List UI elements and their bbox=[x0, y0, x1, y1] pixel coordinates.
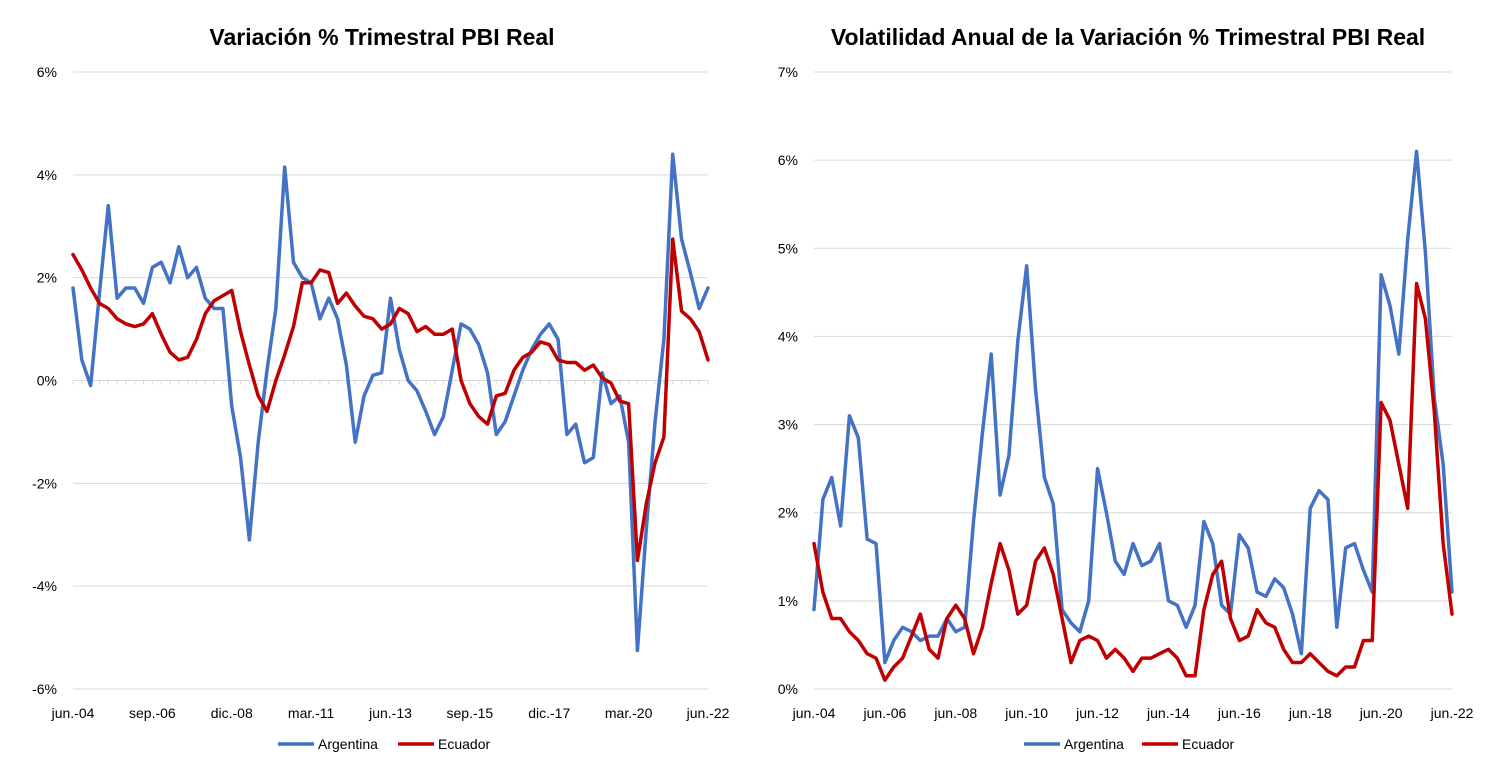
chart-quarterly-variation: Variación % Trimestral PBI Real -6% -4% -2%… bbox=[32, 24, 730, 752]
y-tick-label: 7% bbox=[778, 64, 798, 80]
y-tick-label: -6% bbox=[32, 681, 57, 697]
y-tick-label: -2% bbox=[32, 475, 57, 491]
x-tick-label: dic.-08 bbox=[211, 705, 253, 721]
x-tick-label: jun.-08 bbox=[933, 705, 977, 721]
series-line-argentina bbox=[71, 152, 710, 653]
x-tick-label: jun.-06 bbox=[862, 705, 906, 721]
series-line-ecuador bbox=[812, 281, 1454, 682]
legend-label: Argentina bbox=[1064, 736, 1124, 752]
series-line-ecuador bbox=[71, 237, 710, 563]
series-line-argentina bbox=[812, 149, 1454, 665]
y-tick-label: 4% bbox=[778, 328, 798, 344]
y-tick-label: 1% bbox=[778, 593, 798, 609]
y-tick-label: 6% bbox=[778, 152, 798, 168]
x-tick-label: jun.-13 bbox=[368, 705, 412, 721]
chart-title: Variación % Trimestral PBI Real bbox=[209, 24, 554, 50]
x-tick-label: mar.-20 bbox=[605, 705, 653, 721]
x-tick-label: jun.-04 bbox=[792, 705, 836, 721]
y-tick-label: 2% bbox=[37, 270, 57, 286]
chart-svg: Volatilidad Anual de la Variación % Trim… bbox=[778, 24, 1474, 752]
x-tick-label: jun.-04 bbox=[51, 705, 95, 721]
y-tick-label: 5% bbox=[778, 240, 798, 256]
y-tick-label: 4% bbox=[37, 167, 57, 183]
x-tick-label: jun.-10 bbox=[1004, 705, 1048, 721]
legend-label: Ecuador bbox=[1182, 736, 1234, 752]
x-tick-label: jun.-18 bbox=[1288, 705, 1332, 721]
y-tick-label: -4% bbox=[32, 578, 57, 594]
y-tick-label: 0% bbox=[778, 681, 798, 697]
y-tick-label: 3% bbox=[778, 417, 798, 433]
x-tick-label: jun.-12 bbox=[1075, 705, 1119, 721]
x-tick-label: jun.-22 bbox=[1430, 705, 1474, 721]
y-tick-label: 0% bbox=[37, 373, 57, 389]
legend-label: Ecuador bbox=[438, 736, 490, 752]
x-tick-label: sep.-06 bbox=[129, 705, 176, 721]
chart-title: Volatilidad Anual de la Variación % Trim… bbox=[831, 24, 1425, 50]
chart-annual-volatility: Volatilidad Anual de la Variación % Trim… bbox=[754, 0, 1508, 784]
x-tick-label: sep.-15 bbox=[447, 705, 494, 721]
legend-label: Argentina bbox=[318, 736, 378, 752]
y-tick-label: 6% bbox=[37, 64, 57, 80]
x-tick-label: jun.-16 bbox=[1217, 705, 1261, 721]
y-tick-label: 2% bbox=[778, 505, 798, 521]
x-tick-label: jun.-22 bbox=[686, 705, 730, 721]
x-tick-label: dic.-17 bbox=[528, 705, 570, 721]
x-tick-label: mar.-11 bbox=[288, 705, 335, 721]
chart-svg: Variación % Trimestral PBI Real -6% -4% -2%… bbox=[32, 24, 730, 752]
x-tick-label: jun.-14 bbox=[1146, 705, 1190, 721]
x-tick-label: jun.-20 bbox=[1359, 705, 1403, 721]
